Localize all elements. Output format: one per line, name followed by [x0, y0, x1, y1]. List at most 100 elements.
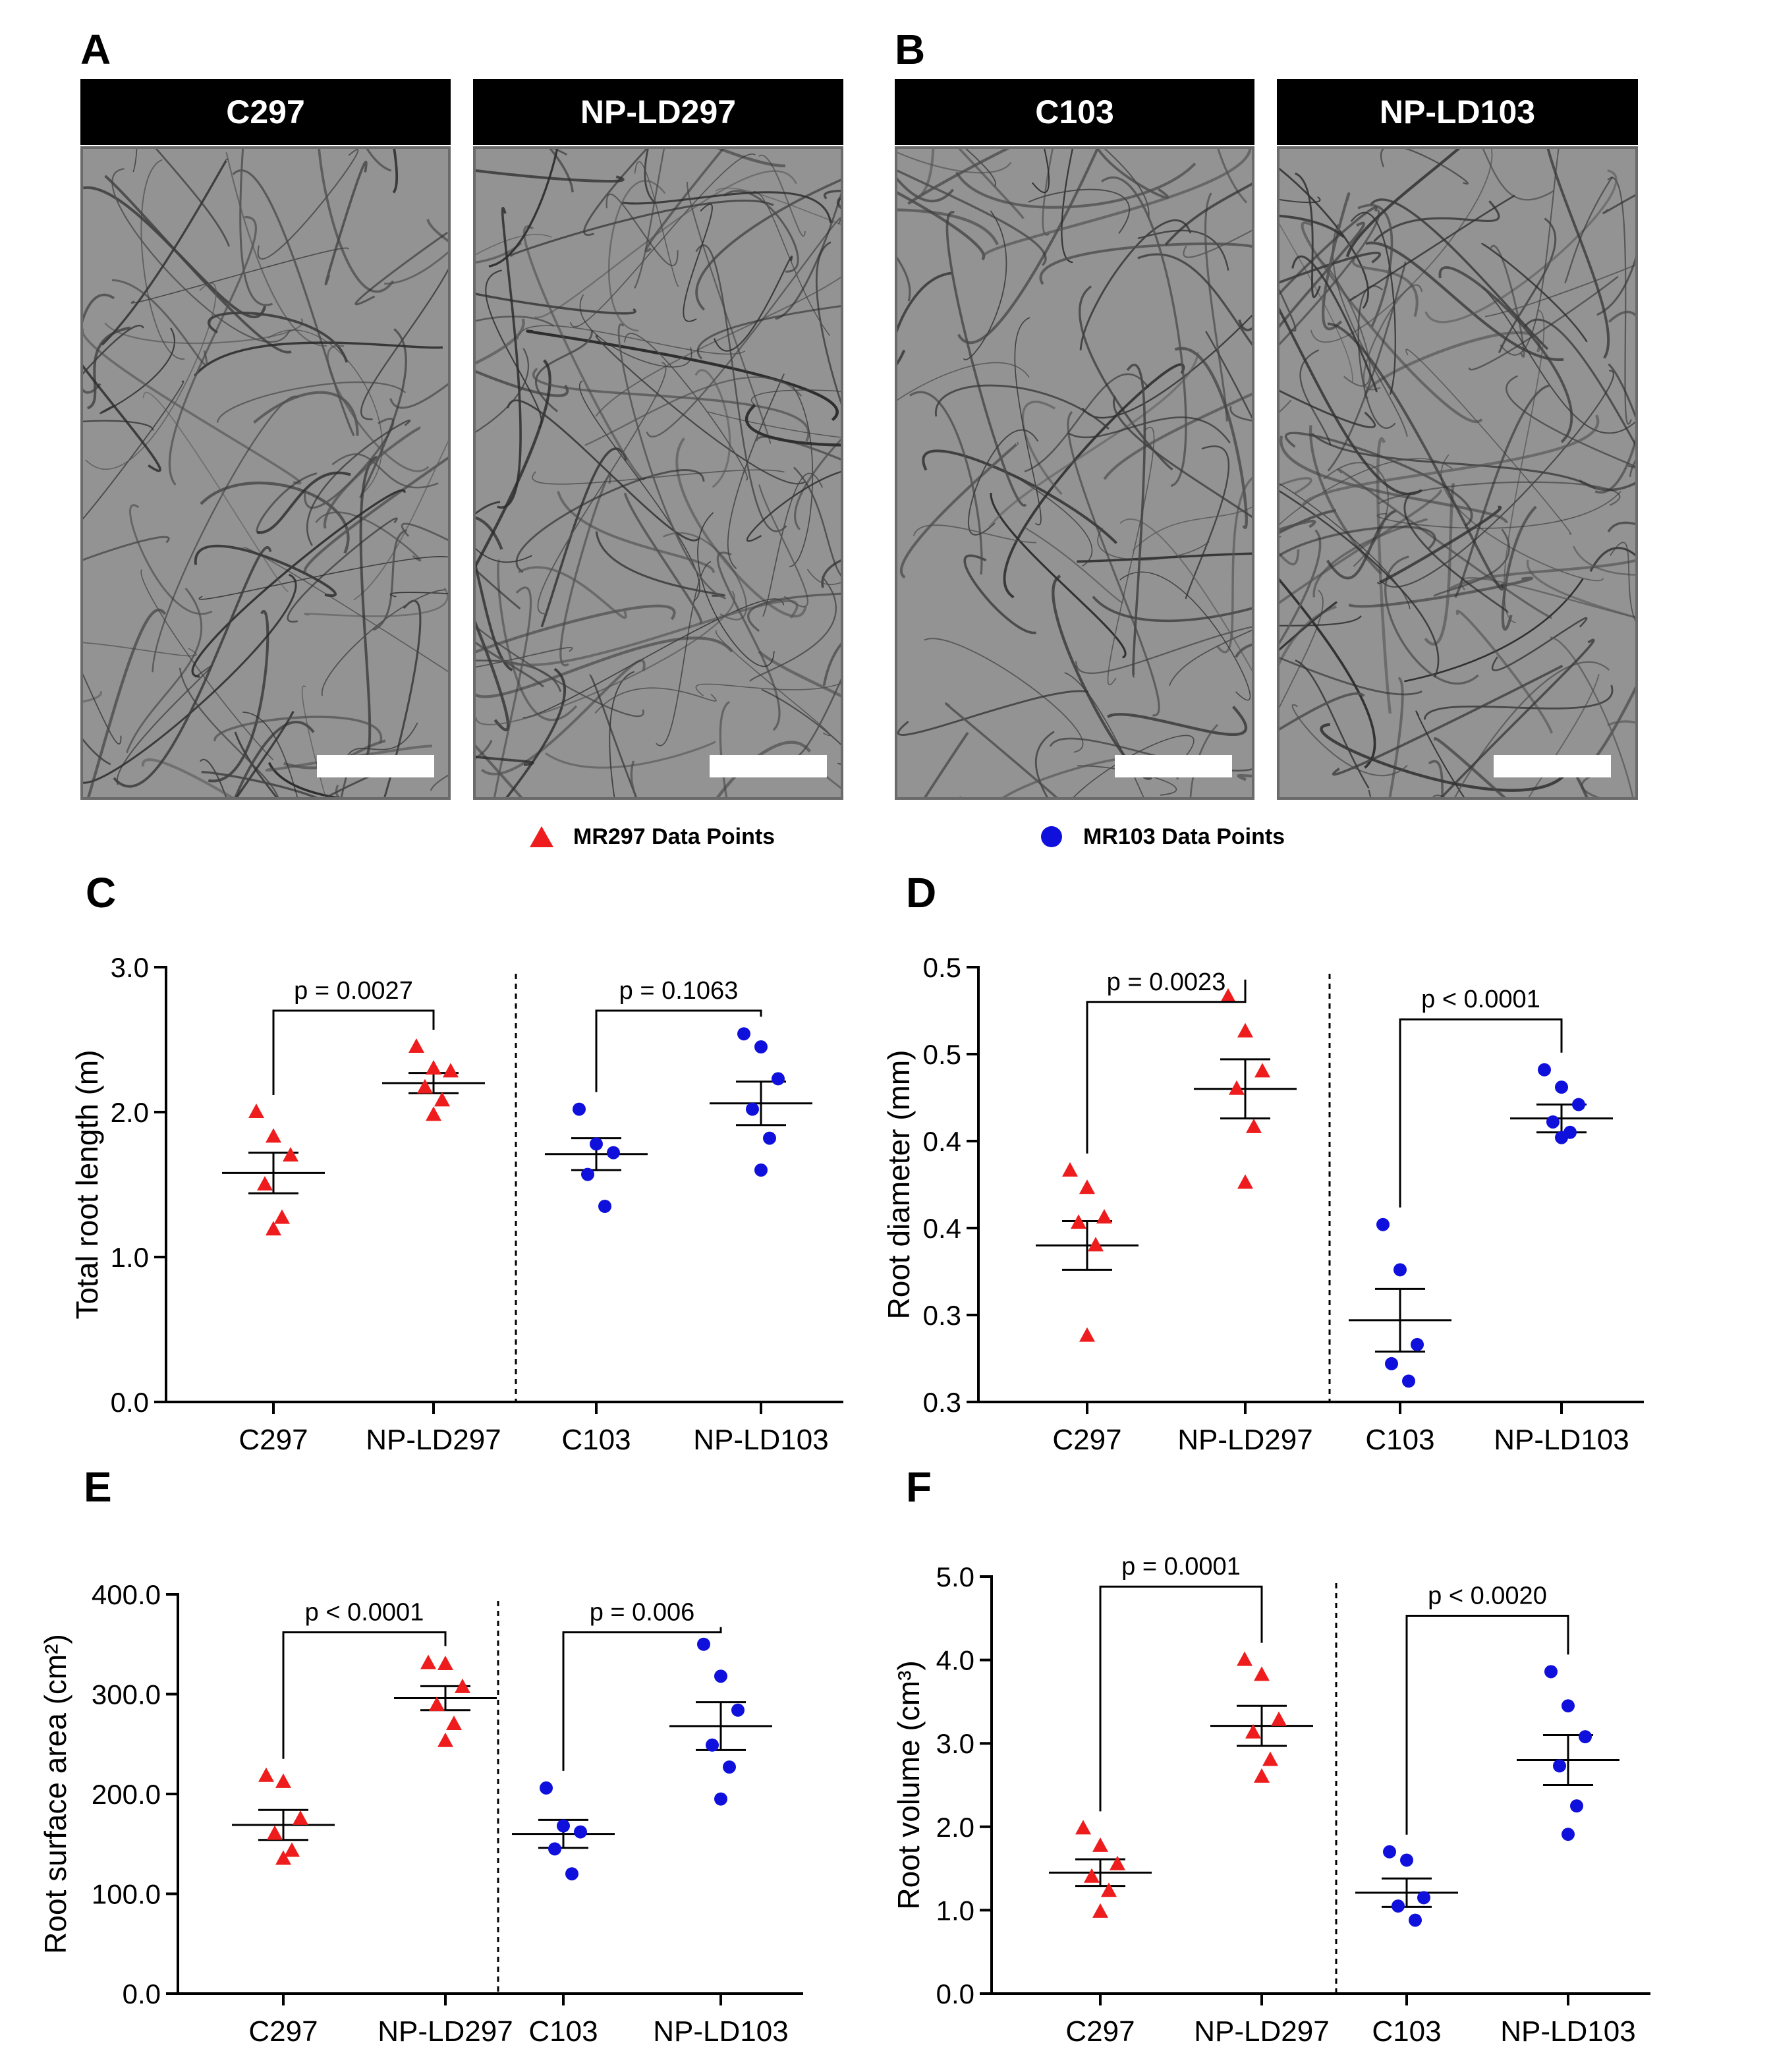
data-point-circle: [573, 1102, 586, 1116]
data-point-circle: [714, 1669, 727, 1683]
panel-letter-c: C: [86, 869, 117, 916]
significance-bracket: [1099, 1585, 1263, 1812]
x-tick-label: NP-LD103: [653, 2015, 788, 2048]
photo-label-np-ld103: NP-LD103: [1277, 79, 1638, 145]
chart-d: 0.3 0.3 0.4 0.4 0.5 0.5 C297 NP-LD297 C103 NP-LD1…: [882, 952, 1644, 1456]
root-scan-photo-c103: [895, 146, 1254, 800]
data-point-circle: [1392, 1899, 1405, 1913]
data-point-circle: [1553, 1759, 1566, 1773]
root-strands: [897, 149, 1252, 797]
x-tick-label: C103: [1365, 1424, 1434, 1456]
y-tick-label: 0.4: [923, 1213, 961, 1244]
significance-bracket: [1405, 1615, 1569, 1835]
data-point-circle: [1393, 1263, 1407, 1277]
y-axis-label: Root surface area (cm²): [38, 1634, 72, 1954]
data-point-triangle: [1254, 1063, 1270, 1078]
data-point-circle: [1409, 1913, 1422, 1927]
x-tick-label: C297: [239, 1424, 308, 1456]
data-point-circle: [1376, 1218, 1390, 1231]
data-point-circle: [731, 1703, 745, 1717]
data-point-circle: [754, 1163, 768, 1177]
data-point-circle: [1402, 1374, 1415, 1388]
scale-bar: [710, 755, 827, 777]
data-point-circle: [746, 1102, 759, 1116]
y-tick-label: 0.3: [923, 1387, 961, 1418]
data-point-circle: [574, 1825, 587, 1839]
p-value-label: p < 0.0020: [1428, 1582, 1547, 1610]
data-point-circle: [772, 1072, 785, 1086]
x-tick-label: C103: [561, 1424, 631, 1456]
y-tick-label: 1.0: [936, 1895, 974, 1926]
significance-bracket: [562, 1627, 722, 1771]
data-point-triangle: [1271, 1711, 1287, 1726]
root-scan-photo-np-ld297: [473, 146, 843, 800]
data-point-circle: [581, 1167, 594, 1181]
significance-bracket: [595, 1009, 762, 1092]
root-scan-photo-np-ld103: [1277, 146, 1638, 800]
y-axis-label: Total root length (m): [70, 1050, 104, 1319]
y-tick-label: 0.5: [923, 1039, 961, 1070]
x-tick-label: NP-LD103: [1494, 1424, 1629, 1456]
data-point-triangle: [258, 1767, 274, 1782]
scale-bar: [317, 755, 434, 777]
data-point-triangle: [437, 1656, 453, 1671]
data-point-triangle: [1246, 1118, 1262, 1133]
data-point-triangle: [1262, 1751, 1278, 1766]
y-tick-label: 0.0: [111, 1387, 149, 1418]
data-point-triangle: [426, 1060, 441, 1075]
y-tick-label: 3.0: [111, 952, 149, 983]
data-point-triangle: [1084, 1868, 1100, 1883]
x-tick-label: C103: [528, 2015, 598, 2048]
x-tick-label: C297: [1065, 2015, 1135, 2048]
data-point-triangle: [1254, 1666, 1270, 1681]
data-point-triangle: [1110, 1855, 1125, 1870]
data-point-triangle: [417, 1078, 433, 1094]
data-point-triangle: [1237, 1651, 1252, 1666]
data-point-circle: [1562, 1828, 1575, 1841]
x-tick-label: C297: [1052, 1424, 1121, 1456]
y-tick-label: 4.0: [936, 1645, 974, 1676]
data-point-triangle: [293, 1810, 308, 1825]
root-scan-photo-c297: [80, 146, 451, 800]
x-tick-label: NP-LD103: [693, 1424, 828, 1456]
blue-circle-icon: [1041, 826, 1062, 847]
x-tick-label: NP-LD103: [1500, 2015, 1635, 2048]
data-point-circle: [697, 1637, 710, 1651]
y-tick-label: 400.0: [92, 1579, 161, 1610]
data-point-circle: [754, 1040, 768, 1053]
p-value-label: p = 0.0027: [294, 977, 413, 1005]
data-point-triangle: [1254, 1768, 1270, 1783]
y-tick-label: 3.0: [936, 1728, 974, 1759]
chart-f: 0.0 1.0 2.0 3.0 4.0 5.0 C297 NP-LD297 C103 NP-LD1…: [891, 1553, 1650, 2048]
chart-e: 0.0 100.0 200.0 300.0 400.0 C297 NP-LD297 C103 N…: [38, 1579, 803, 2048]
legend-mr297-label: MR297 Data Points: [573, 824, 775, 849]
data-point-triangle: [420, 1654, 436, 1669]
chart-c: 0.0 1.0 2.0 3.0 C297 NP-LD297 C103 NP-LD103 Tota…: [70, 952, 843, 1456]
data-point-triangle: [446, 1715, 462, 1730]
root-strands: [1280, 149, 1635, 797]
y-axis-label: Root volume (cm³): [891, 1660, 926, 1909]
data-point-triangle: [1075, 1820, 1091, 1835]
data-point-triangle: [1220, 988, 1236, 1003]
data-point-triangle: [266, 1221, 281, 1236]
legend-mr297: MR297 Data Points: [527, 824, 775, 850]
data-point-triangle: [408, 1038, 424, 1053]
data-point-circle: [598, 1200, 611, 1213]
data-point-circle: [607, 1146, 620, 1160]
y-tick-label: 0.3: [923, 1300, 961, 1331]
y-tick-label: 200.0: [92, 1779, 161, 1810]
y-tick-label: 2.0: [111, 1097, 149, 1128]
data-point-circle: [565, 1867, 578, 1881]
p-value-label: p = 0.006: [590, 1599, 695, 1627]
data-point-triangle: [1096, 1209, 1112, 1224]
data-point-triangle: [1092, 1903, 1108, 1918]
significance-bracket: [1086, 979, 1247, 1154]
y-tick-label: 0.0: [123, 1978, 161, 2009]
panel-letter-f: F: [906, 1463, 932, 1511]
data-point-circle: [1555, 1131, 1568, 1144]
x-tick-label: NP-LD297: [1177, 1424, 1312, 1456]
data-point-circle: [1570, 1799, 1583, 1813]
data-point-triangle: [1088, 1237, 1104, 1252]
data-point-triangle: [257, 1176, 273, 1190]
panel-letter-d: D: [906, 869, 937, 916]
